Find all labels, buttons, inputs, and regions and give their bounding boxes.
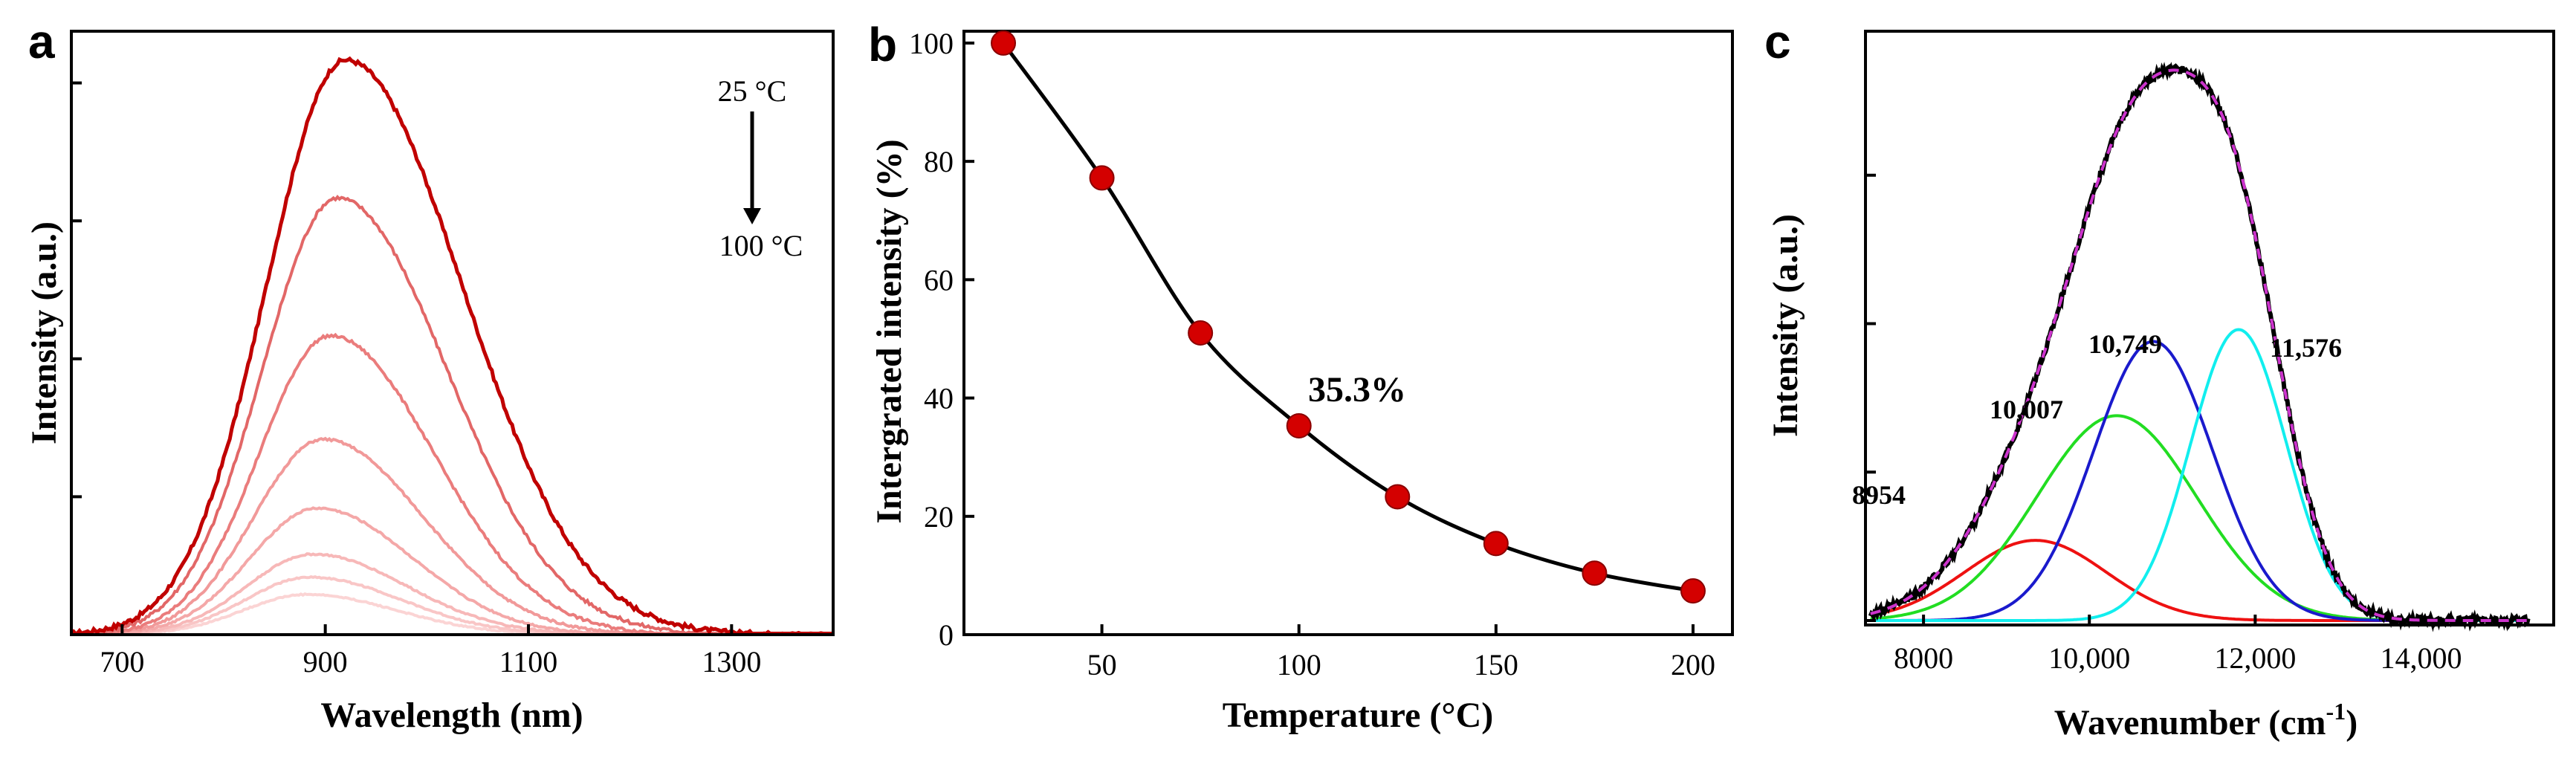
- panel-b-ytick-label: 100: [909, 27, 954, 60]
- component-curve-11576: [1870, 328, 2529, 622]
- spectrum-line-1: [71, 56, 833, 636]
- peak-label-10749: 10,749: [2088, 329, 2162, 359]
- panel-c-frame: [1864, 30, 2555, 626]
- panel-label-b: b: [868, 18, 897, 71]
- panel-c-xtick-label: 8000: [1894, 641, 1953, 675]
- cumulative-fit-line: [1870, 68, 2528, 622]
- panel-a-xtick-label: 900: [303, 645, 348, 679]
- spectrum-line-6: [71, 552, 833, 635]
- panel-a-curves: [71, 56, 833, 636]
- panel-c-xtick-label: 10,000: [2048, 641, 2130, 675]
- panel-b-line: [1002, 42, 1694, 593]
- component-curve-8954: [1870, 539, 2529, 622]
- panel-label-c: c: [1764, 15, 1791, 68]
- panel-c-xlabel: Wavenumber (cm-1): [2054, 698, 2357, 742]
- data-point-175: [1582, 560, 1608, 586]
- panel-b-ytick-label: 0: [939, 618, 954, 652]
- panel-a-xtick-label: 1300: [702, 645, 761, 679]
- panel-c-xlabel-end: ): [2346, 703, 2357, 742]
- panel-b: b 50 100 150 200 0 20 40 60 80 100 Temperature (°…: [868, 18, 1734, 735]
- measured-spectrum-line: [1868, 62, 2531, 632]
- panel-b-plot: 50 100 150 200 0 20 40 60 80 100: [909, 27, 1715, 681]
- panel-b-ytick-label: 80: [924, 145, 954, 178]
- data-point-25: [991, 30, 1017, 56]
- peak-label-8954: 8954: [1852, 480, 1906, 510]
- component-curve-10007: [1870, 414, 2529, 622]
- data-point-150: [1483, 531, 1509, 557]
- panel-b-ytick-label: 40: [924, 382, 954, 415]
- panel-a-xlabel: Wavelength (nm): [320, 696, 583, 735]
- annotation-35-3-percent: 35.3%: [1308, 370, 1406, 409]
- peak-label-10007: 10,007: [1990, 395, 2063, 424]
- panel-c-ticks: 8000 10,000 12,000 14,000: [1865, 173, 2462, 675]
- panel-b-ytick-label: 20: [924, 500, 954, 534]
- annotation-25c: 25 °C: [718, 74, 787, 108]
- panel-b-xtick-label: 200: [1671, 648, 1715, 681]
- data-point-75: [1188, 320, 1214, 346]
- panel-c-curves: [1868, 62, 2531, 632]
- data-point-200: [1680, 578, 1706, 604]
- panel-a-ticks: 700 900 1100 1300: [71, 81, 761, 679]
- panel-c-ylabel: Intensity (a.u.): [1766, 214, 1805, 437]
- temperature-arrow-head-icon: [743, 208, 761, 224]
- panel-a-xtick-label: 1100: [499, 645, 558, 679]
- panel-c: c 8000 10,000 12,000 14,000 Wavenumber (cm-…: [1764, 15, 2555, 742]
- panel-a-ylabel: Intensity (a.u.): [25, 221, 64, 444]
- spectrum-line-4: [71, 436, 833, 635]
- panel-c-xlabel-main: Wavenumber (cm: [2054, 703, 2326, 742]
- panel-a-frame: [70, 30, 835, 636]
- panel-label-a: a: [28, 15, 55, 68]
- panel-a-xtick-label: 700: [100, 645, 144, 679]
- annotation-100c: 100 °C: [719, 229, 803, 262]
- panel-b-xtick-label: 100: [1277, 648, 1321, 681]
- spectrum-line-8: [71, 592, 833, 635]
- panel-b-ylabel: Intergrated intensity (%): [870, 139, 909, 523]
- panel-b-xtick-label: 50: [1087, 648, 1117, 681]
- peak-label-11576: 11,576: [2270, 333, 2342, 363]
- panel-b-ytick-label: 60: [924, 263, 954, 297]
- spectrum-line-2: [71, 195, 833, 636]
- panel-a: a 700 900 1100 1300 Wavelength (nm) Intensi…: [25, 15, 835, 735]
- panel-b-frame: [962, 30, 1734, 636]
- panel-b-xtick-label: 150: [1474, 648, 1518, 681]
- panel-b-xlabel: Temperature (°C): [1223, 696, 1493, 735]
- component-curve-10749: [1870, 340, 2529, 622]
- spectrum-line-5: [71, 506, 833, 635]
- panel-c-xtick-label: 12,000: [2214, 641, 2296, 675]
- panel-c-xlabel-sup: -1: [2326, 698, 2346, 725]
- data-point-100: [1286, 412, 1312, 438]
- data-point-50: [1089, 165, 1115, 191]
- panel-c-xtick-label: 14,000: [2380, 641, 2462, 675]
- data-point-125: [1385, 484, 1411, 510]
